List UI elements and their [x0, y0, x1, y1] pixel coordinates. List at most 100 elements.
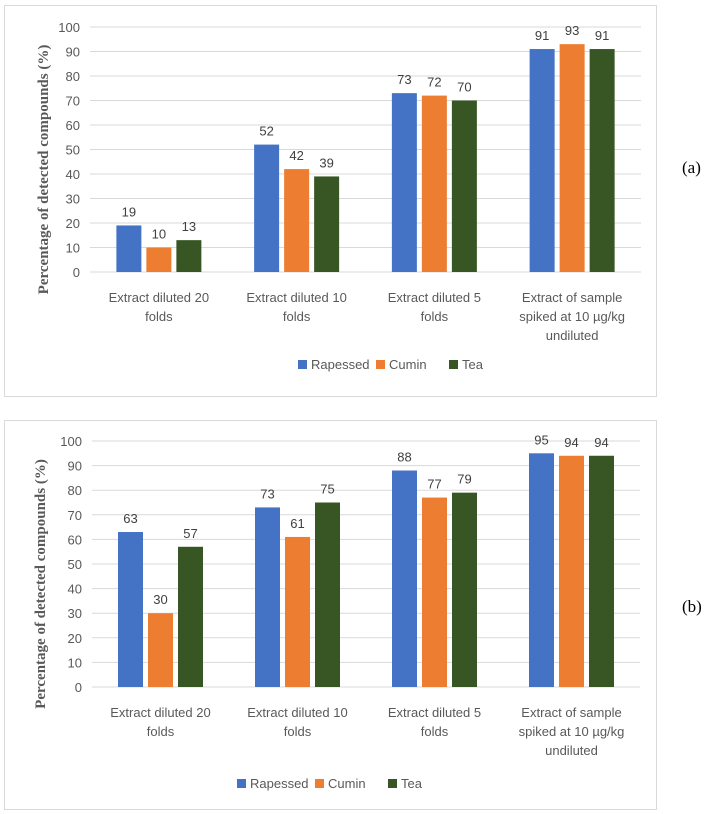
bar-cumin	[422, 497, 447, 687]
legend-label: Tea	[462, 357, 484, 372]
data-label: 19	[122, 204, 136, 219]
y-axis-title: Percentage of detected compounds (%)	[36, 45, 52, 295]
bar-rapessed	[529, 453, 554, 687]
legend-swatch-tea	[449, 360, 458, 369]
bar-rapessed	[116, 225, 142, 272]
x-tick-label: folds	[284, 724, 312, 739]
panel-label-a: (a)	[682, 158, 701, 177]
y-tick-label: 80	[68, 483, 82, 498]
y-tick-label: 90	[66, 45, 80, 60]
bar-tea	[178, 546, 203, 687]
x-tick-label: undiluted	[546, 328, 599, 343]
legend-swatch-tea	[388, 779, 397, 788]
x-tick-label: folds	[147, 724, 175, 739]
x-tick-label: folds	[283, 309, 311, 324]
bar-tea	[176, 240, 202, 272]
bar-chart: 0 10 20 30 40 50 60 70 80 90 100 Percentage of dete…	[36, 20, 641, 372]
data-label: 91	[535, 28, 549, 43]
chart-panel-a: 0 10 20 30 40 50 60 70 80 90 100 Percentage of dete…	[4, 5, 657, 397]
bar-cumin	[421, 95, 447, 272]
bar-rapessed	[391, 93, 417, 273]
x-tick-label: spiked at 10 µg/kg	[519, 724, 625, 739]
x-tick-label: Extract of sample	[521, 705, 621, 720]
bar-cumin	[559, 455, 584, 687]
bar-tea	[589, 455, 614, 687]
y-tick-label: 50	[68, 557, 82, 572]
bar-chart: 0 10 20 30 40 50 60 70 80 90 100 Percentage of dete…	[33, 432, 640, 791]
bar-tea	[315, 502, 340, 687]
bar-rapessed	[254, 144, 280, 272]
y-tick-label: 0	[75, 680, 82, 695]
x-tick-label: folds	[421, 724, 449, 739]
bar-tea	[314, 176, 340, 272]
data-label: 91	[595, 28, 609, 43]
y-tick-label: 30	[66, 192, 80, 207]
y-tick-label: 60	[66, 118, 80, 133]
panel-label-b: (b)	[682, 597, 702, 616]
data-label: 39	[319, 155, 333, 170]
y-tick-label: 40	[66, 167, 80, 182]
y-tick-label: 20	[68, 631, 82, 646]
y-tick-label: 100	[60, 434, 82, 449]
x-tick-label: Extract diluted 20	[110, 705, 210, 720]
x-tick-label: Extract diluted 20	[109, 290, 209, 305]
data-label: 61	[290, 516, 304, 531]
x-tick-label: Extract of sample	[522, 290, 622, 305]
legend-label: Tea	[401, 776, 423, 791]
data-label: 73	[397, 72, 411, 87]
data-label: 75	[320, 482, 334, 497]
x-tick-label: spiked at 10 µg/kg	[519, 309, 625, 324]
bar-tea	[451, 100, 477, 272]
data-label: 63	[123, 511, 137, 526]
data-label: 30	[153, 592, 167, 607]
legend-label: Cumin	[389, 357, 427, 372]
data-label: 70	[457, 80, 471, 95]
data-label: 93	[565, 23, 579, 38]
bar-cumin	[285, 536, 310, 687]
legend-swatch-cumin	[376, 360, 385, 369]
y-tick-label: 30	[68, 606, 82, 621]
x-tick-label: folds	[145, 309, 173, 324]
bar-cumin	[559, 44, 585, 273]
x-tick-label: Extract diluted 10	[247, 705, 347, 720]
bar-cumin	[146, 247, 172, 272]
data-label: 52	[259, 124, 273, 139]
data-label: 94	[564, 435, 578, 450]
data-label: 57	[183, 526, 197, 541]
y-tick-label: 40	[68, 582, 82, 597]
data-label: 95	[534, 432, 548, 447]
legend-swatch-rapessed	[237, 779, 246, 788]
data-label: 42	[289, 148, 303, 163]
y-tick-label: 100	[58, 20, 80, 35]
bar-cumin	[148, 613, 173, 687]
bar-rapessed	[255, 507, 280, 687]
data-label: 94	[594, 435, 608, 450]
x-tick-label: undiluted	[545, 743, 598, 758]
y-tick-label: 70	[66, 94, 80, 109]
y-tick-label: 70	[68, 508, 82, 523]
legend-label: Cumin	[328, 776, 366, 791]
legend-label: Rapessed	[311, 357, 370, 372]
x-tick-label: Extract diluted 10	[246, 290, 346, 305]
chart-panel-b: 0 10 20 30 40 50 60 70 80 90 100 Percentage of dete…	[4, 420, 657, 810]
y-tick-label: 0	[73, 265, 80, 280]
y-tick-label: 90	[68, 459, 82, 474]
x-tick-label: folds	[421, 309, 449, 324]
x-tick-label: Extract diluted 5	[388, 290, 481, 305]
data-label: 79	[457, 472, 471, 487]
data-label: 77	[427, 477, 441, 492]
x-tick-label: Extract diluted 5	[388, 705, 481, 720]
bar-cumin	[284, 169, 310, 272]
legend-label: Rapessed	[250, 776, 309, 791]
data-label: 72	[427, 75, 441, 90]
legend-swatch-rapessed	[298, 360, 307, 369]
data-label: 10	[152, 227, 166, 242]
bar-rapessed	[118, 532, 143, 687]
bar-tea	[589, 49, 615, 272]
y-tick-label: 10	[68, 655, 82, 670]
data-label: 88	[397, 450, 411, 465]
y-tick-label: 80	[66, 69, 80, 84]
bar-rapessed	[392, 470, 417, 687]
y-axis-title: Percentage of detected compounds (%)	[33, 459, 49, 709]
y-tick-label: 50	[66, 143, 80, 158]
